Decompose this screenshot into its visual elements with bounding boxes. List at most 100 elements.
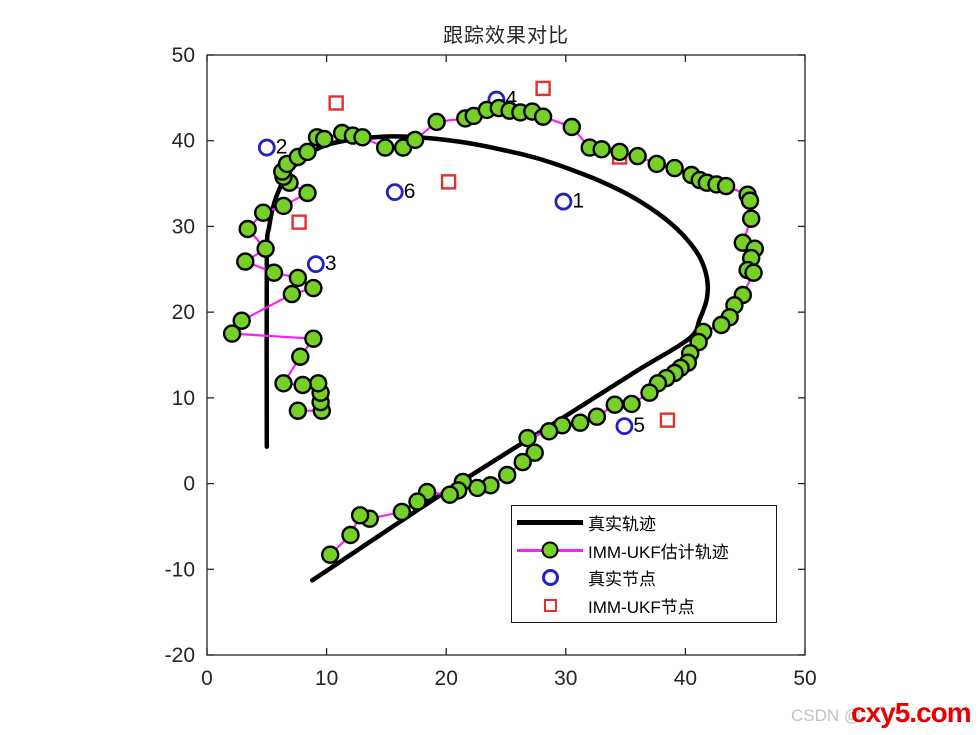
magenta-line-green-dot-swatch-icon bbox=[512, 541, 588, 559]
true-node-label: 1 bbox=[572, 190, 584, 213]
estimate-marker bbox=[321, 545, 340, 564]
estimate-marker bbox=[610, 142, 629, 162]
estimate-marker bbox=[353, 128, 372, 147]
x-tick-label: 30 bbox=[554, 667, 577, 690]
y-tick-label: -10 bbox=[165, 558, 195, 581]
estimate-marker bbox=[304, 329, 323, 348]
true-node-label: 4 bbox=[505, 88, 517, 111]
estimate-marker bbox=[744, 263, 763, 282]
estimate-marker bbox=[562, 117, 581, 137]
x-tick-label: 10 bbox=[315, 667, 338, 690]
legend-box: 真实轨迹 IMM-UKF估计轨迹 真实节点 IMM-UKF节点 bbox=[511, 505, 777, 623]
legend-row-ukf-nodes: IMM-UKF节点 bbox=[512, 592, 776, 618]
estimate-marker bbox=[628, 146, 647, 166]
estimate-marker bbox=[587, 407, 607, 426]
estimate-marker bbox=[282, 284, 302, 304]
ukf-node-marker bbox=[328, 95, 344, 111]
estimate-marker bbox=[539, 422, 559, 441]
chart-title: 跟踪效果对比 bbox=[443, 25, 569, 47]
red-square-swatch-icon bbox=[512, 598, 588, 612]
blue-circle-swatch-icon bbox=[512, 569, 588, 587]
true-node-label: 5 bbox=[633, 414, 645, 437]
true-node-label: 3 bbox=[325, 252, 337, 275]
x-tick-label: 40 bbox=[674, 667, 697, 690]
estimate-marker bbox=[341, 525, 360, 545]
estimate-marker bbox=[533, 107, 553, 126]
estimate-marker bbox=[647, 154, 666, 174]
estimate-marker bbox=[288, 401, 308, 420]
legend-label-ukf-nodes: IMM-UKF节点 bbox=[588, 597, 695, 617]
estimate-marker bbox=[232, 311, 251, 330]
estimate-marker bbox=[350, 506, 370, 525]
legend-row-estimated-trajectory: IMM-UKF估计轨迹 bbox=[512, 537, 776, 563]
legend-label-true-trajectory: 真实轨迹 bbox=[588, 515, 656, 535]
true-node-marker bbox=[257, 138, 276, 157]
true-node-marker bbox=[385, 183, 404, 202]
estimate-marker bbox=[408, 492, 427, 511]
estimate-marker bbox=[222, 324, 242, 343]
y-tick-label: 20 bbox=[172, 301, 195, 324]
estimate-marker bbox=[298, 183, 317, 203]
black-line-swatch-icon bbox=[512, 520, 588, 526]
legend-row-true-trajectory: 真实轨迹 bbox=[512, 510, 776, 536]
legend-row-true-nodes: 真实节点 bbox=[512, 565, 776, 591]
legend-label-true-nodes: 真实节点 bbox=[588, 570, 656, 590]
true-node-marker bbox=[306, 255, 325, 274]
axis-ticks-and-labels: 0 10 20 30 40 50 -20 -10 0 10 20 30 40 50 bbox=[165, 44, 817, 690]
estimate-marker bbox=[716, 176, 736, 196]
estimate-marker bbox=[236, 252, 255, 271]
estimate-marker bbox=[274, 196, 293, 216]
x-tick-label: 50 bbox=[793, 667, 816, 690]
ukf-node-marker bbox=[659, 412, 676, 428]
estimate-marker bbox=[640, 383, 659, 402]
estimate-marker bbox=[440, 485, 459, 504]
true-node-marker bbox=[615, 417, 634, 436]
true-node-labels: 1 2 3 4 5 6 bbox=[276, 88, 645, 438]
estimate-marker bbox=[304, 278, 323, 298]
estimate-marker bbox=[405, 130, 425, 150]
estimate-marker bbox=[498, 465, 517, 485]
estimate-marker bbox=[256, 239, 275, 258]
y-tick-label: 10 bbox=[172, 387, 195, 410]
estimate-marker bbox=[518, 428, 537, 448]
ukf-node-marker bbox=[291, 214, 307, 230]
estimate-marker bbox=[315, 129, 334, 149]
y-tick-label: -20 bbox=[165, 644, 195, 667]
legend-label-estimated-trajectory: IMM-UKF估计轨迹 bbox=[588, 542, 729, 562]
ukf-node-marker bbox=[535, 80, 551, 97]
estimate-marker bbox=[254, 203, 273, 222]
estimate-marker bbox=[274, 374, 293, 393]
estimate-marker bbox=[293, 375, 312, 395]
estimate-marker bbox=[742, 209, 761, 228]
ukf-node-marker bbox=[440, 174, 457, 190]
axes bbox=[206, 54, 806, 656]
estimate-marker bbox=[298, 142, 317, 162]
y-tick-label: 30 bbox=[172, 215, 195, 238]
estimate-marker bbox=[605, 395, 624, 414]
estimate-marker bbox=[740, 191, 760, 210]
series-estimated-trajectory bbox=[222, 98, 764, 564]
estimate-marker bbox=[291, 347, 310, 366]
estimate-marker bbox=[309, 374, 328, 393]
estimate-marker bbox=[592, 140, 611, 159]
true-node-label: 6 bbox=[404, 180, 416, 203]
estimate-marker bbox=[392, 502, 412, 522]
x-tick-label: 0 bbox=[201, 667, 213, 690]
x-tick-label: 20 bbox=[435, 667, 458, 690]
true-node-marker bbox=[554, 192, 573, 211]
y-tick-label: 0 bbox=[183, 473, 195, 496]
estimate-marker bbox=[264, 263, 284, 282]
estimate-marker bbox=[513, 452, 532, 472]
estimate-marker bbox=[427, 112, 446, 132]
estimate-marker bbox=[712, 315, 731, 335]
estimate-marker bbox=[288, 268, 308, 288]
y-tick-label: 40 bbox=[172, 130, 195, 153]
estimate-marker bbox=[622, 394, 641, 414]
estimate-marker bbox=[571, 413, 590, 432]
estimate-marker bbox=[376, 138, 395, 157]
estimate-marker bbox=[238, 219, 257, 239]
estimate-marker bbox=[665, 158, 684, 178]
true-node-label: 2 bbox=[276, 136, 288, 159]
